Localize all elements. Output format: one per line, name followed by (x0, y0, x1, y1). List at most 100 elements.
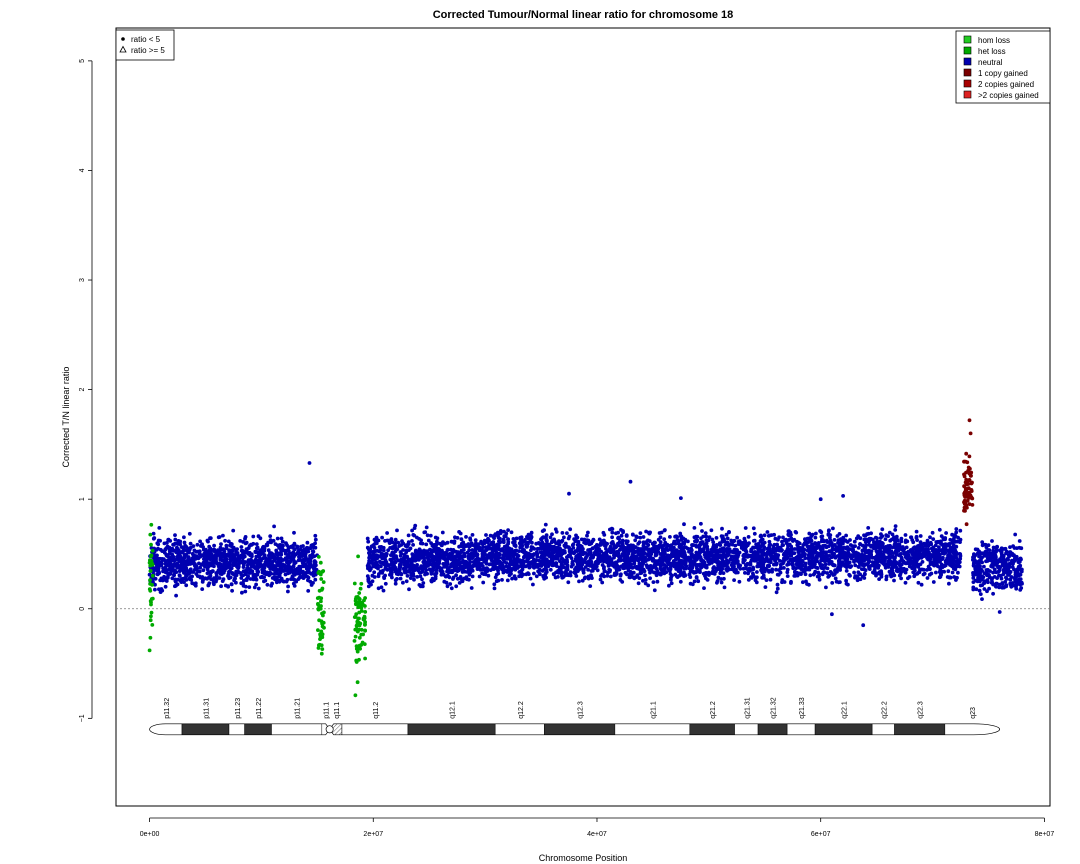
neutral-point (703, 531, 708, 535)
neutral-point (267, 559, 272, 563)
neutral-point (454, 573, 458, 578)
neutral-point (520, 558, 525, 563)
neutral-point (422, 549, 427, 554)
neutral-point (162, 574, 167, 579)
neutral-point (410, 539, 414, 543)
neutral-point (281, 558, 286, 562)
neutral-point (370, 573, 375, 578)
neutral-point (466, 542, 471, 546)
neutral-point (714, 536, 719, 540)
neutral-point (578, 548, 582, 553)
neutral-point (162, 541, 167, 546)
neutral-point (752, 545, 757, 550)
neutral-point (413, 553, 418, 558)
neutral-point (370, 579, 375, 584)
neutral-point (733, 543, 738, 548)
neutral-point (954, 578, 958, 582)
neutral-point (817, 577, 822, 582)
neutral-point (477, 545, 482, 550)
neutral-point (398, 576, 403, 581)
neutral-point (823, 562, 828, 567)
neutral-point (297, 557, 302, 561)
neutral-point (395, 577, 399, 581)
neutral-point (648, 576, 652, 581)
neutral-point (187, 531, 192, 536)
neutral-point (182, 535, 186, 540)
neutral-point (535, 554, 540, 559)
neutral-point (398, 559, 403, 563)
neutral-point (465, 550, 470, 555)
neutral-point (408, 546, 413, 551)
neutral-point (227, 570, 231, 574)
neutral-point (214, 571, 219, 576)
neutral-point (212, 543, 217, 548)
neutral-point (699, 548, 704, 552)
neutral-point (227, 565, 232, 570)
neutral-point (376, 566, 380, 571)
neutral-point (624, 533, 629, 537)
neutral-point (496, 571, 501, 576)
neutral-point (833, 576, 838, 581)
neutral-point (459, 577, 464, 582)
neutral-point (764, 578, 769, 582)
neutral-point (631, 548, 636, 553)
neutral-point (847, 572, 852, 577)
neutral-point (266, 540, 270, 545)
neutral-point (730, 539, 734, 544)
neutral-point (470, 533, 475, 537)
neutral-point (430, 567, 434, 572)
neutral-point (462, 551, 467, 556)
neutral-point (374, 560, 379, 565)
neutral-point (288, 565, 293, 570)
neutral-point (908, 548, 913, 552)
neutral-point (884, 574, 889, 579)
neutral-point (372, 542, 377, 546)
neutral-point (163, 565, 168, 570)
neutral-point (595, 568, 600, 573)
neutral-point (541, 550, 546, 555)
neutral-point (413, 523, 418, 528)
x-tick-label: 0e+00 (140, 831, 160, 838)
neutral-point (899, 552, 903, 556)
neutral-point (243, 541, 248, 546)
neutral-point (647, 567, 652, 572)
neutral-point (468, 536, 472, 541)
neutral-point (167, 561, 172, 566)
neutral-point (157, 561, 162, 565)
neutral-point (469, 586, 474, 590)
neutral-point (381, 548, 386, 553)
neutral-point (721, 552, 726, 557)
neutral-point (188, 541, 193, 546)
neutral-point (227, 562, 232, 567)
neutral-point (737, 539, 742, 543)
neutral-point (495, 557, 500, 562)
neutral-point (818, 529, 822, 533)
neutral-point (377, 545, 382, 549)
neutral-point (279, 550, 283, 555)
neutral-point (895, 569, 900, 574)
neutral-point (556, 541, 560, 546)
neutral-point (425, 533, 430, 538)
neutral-point (689, 552, 694, 556)
neutral-point (147, 572, 152, 577)
neutral-point (666, 548, 670, 552)
neutral-point (814, 544, 819, 549)
neutral-point (158, 590, 163, 594)
neutral-point (872, 540, 876, 545)
neutral-point (285, 560, 289, 565)
neutral-point (399, 562, 403, 567)
neutral-point (564, 569, 568, 574)
neutral-point (562, 543, 567, 548)
neutral-point (296, 548, 301, 553)
neutral-point (833, 547, 838, 552)
neutral-point (687, 572, 692, 577)
neutral-point (892, 535, 896, 540)
neutral-point (826, 575, 831, 579)
neutral-point (269, 555, 274, 560)
neutral-point (156, 566, 161, 571)
neutral-point (704, 576, 708, 581)
neutral-point (652, 588, 657, 593)
neutral-point (875, 553, 880, 558)
neutral-point (179, 560, 184, 565)
neutral-point (253, 557, 258, 562)
